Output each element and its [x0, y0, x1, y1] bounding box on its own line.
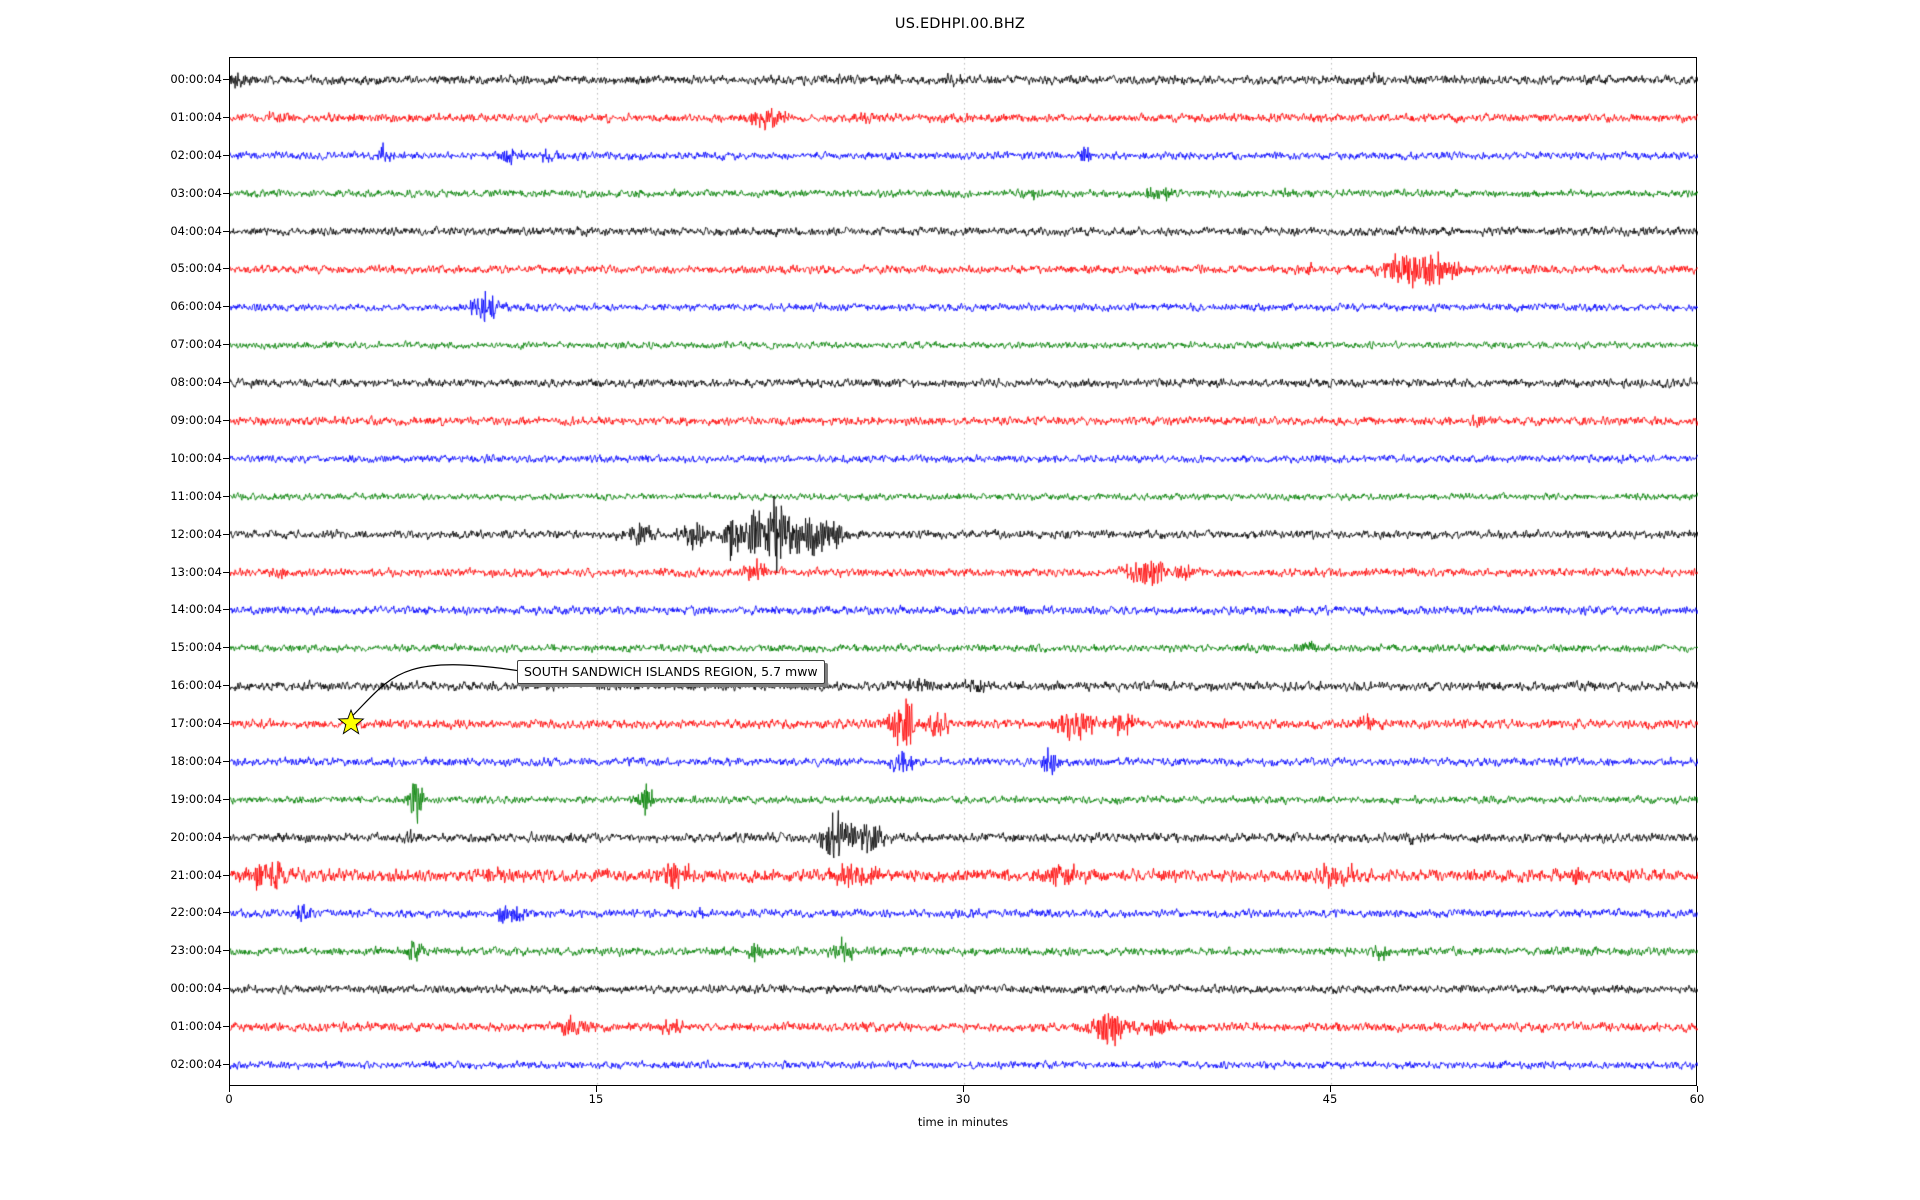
- y-tick-label: 00:00:04: [170, 72, 222, 86]
- y-tick-label: 06:00:04: [170, 299, 222, 314]
- y-tick-label: 22:00:04: [170, 905, 222, 920]
- x-tick-mark: [1330, 1086, 1331, 1092]
- y-tick-label: 19:00:04: [170, 791, 222, 806]
- y-tick-mark: [223, 306, 229, 308]
- y-tick-label: 09:00:04: [170, 412, 222, 427]
- x-tick-mark: [963, 1086, 964, 1092]
- y-tick-label: 14:00:04: [170, 602, 222, 617]
- y-tick-label: 05:00:04: [170, 261, 222, 276]
- y-tick-label: 23:00:04: [170, 943, 222, 958]
- y-tick-mark: [223, 723, 229, 725]
- x-tick-mark: [596, 1086, 597, 1092]
- y-tick-label: 21:00:04: [170, 867, 222, 882]
- y-tick-mark: [223, 912, 229, 914]
- y-tick-mark: [223, 874, 229, 876]
- annotation-label: SOUTH SANDWICH ISLANDS REGION, 5.7 mww: [517, 660, 825, 684]
- y-tick-mark: [223, 154, 229, 156]
- y-tick-label: 02:00:04: [170, 1057, 222, 1071]
- y-tick-mark: [223, 192, 229, 194]
- y-tick-mark: [223, 1026, 229, 1028]
- x-tick-label: 15: [588, 1092, 604, 1106]
- plot-axes: [229, 57, 1698, 1087]
- y-tick-mark: [223, 1064, 229, 1065]
- y-axis-tick-labels: 00:00:04 01:00:04 02:00:04 03:00:04 04:00:04…: [0, 0, 222, 1200]
- y-tick-mark: [223, 760, 229, 762]
- y-tick-mark: [223, 230, 229, 232]
- y-tick-mark: [223, 533, 229, 535]
- x-tick-label: 45: [1322, 1092, 1338, 1106]
- y-tick-mark: [223, 988, 229, 990]
- y-tick-label: 01:00:04: [170, 109, 222, 124]
- y-tick-label: 04:00:04: [170, 223, 222, 238]
- event-annotation[interactable]: SOUTH SANDWICH ISLANDS REGION, 5.7 mww: [517, 660, 828, 687]
- y-tick-label: 03:00:04: [170, 185, 222, 200]
- x-tick-label: 30: [955, 1092, 971, 1106]
- y-tick-mark: [223, 609, 229, 611]
- y-tick-mark: [223, 647, 229, 649]
- y-tick-label: 16:00:04: [170, 678, 222, 693]
- y-tick-label: 11:00:04: [170, 488, 222, 503]
- x-tick-mark: [1697, 1086, 1698, 1092]
- y-tick-label: 20:00:04: [170, 829, 222, 844]
- y-tick-label: 07:00:04: [170, 337, 222, 352]
- y-tick-mark: [223, 950, 229, 952]
- y-tick-mark: [223, 382, 229, 384]
- y-tick-label: 10:00:04: [170, 450, 222, 465]
- x-axis-title: time in minutes: [917, 1115, 1009, 1129]
- y-tick-label: 13:00:04: [170, 564, 222, 579]
- y-tick-mark: [223, 419, 229, 421]
- y-tick-label: 17:00:04: [170, 716, 222, 731]
- x-tick-mark: [229, 1086, 230, 1092]
- y-tick-label: 15:00:04: [170, 640, 222, 655]
- y-tick-label: 12:00:04: [170, 526, 222, 541]
- y-tick-mark: [223, 116, 229, 118]
- y-tick-mark: [223, 344, 229, 346]
- page-title: US.EDHPI.00.BHZ: [894, 16, 1026, 32]
- y-tick-label: 02:00:04: [170, 147, 222, 162]
- y-tick-label: 18:00:04: [170, 753, 222, 768]
- y-tick-mark: [223, 268, 229, 270]
- y-tick-label: 01:00:04: [170, 1019, 222, 1034]
- seismogram-traces: [230, 58, 1698, 1087]
- x-tick-label: 60: [1689, 1092, 1705, 1106]
- y-tick-mark: [223, 685, 229, 687]
- y-tick-mark: [223, 571, 229, 573]
- y-tick-mark: [223, 798, 229, 800]
- y-tick-mark: [223, 836, 229, 838]
- y-tick-mark: [223, 457, 229, 459]
- x-tick-label: 0: [225, 1092, 233, 1106]
- y-tick-mark: [223, 495, 229, 497]
- y-tick-label: 00:00:04: [170, 981, 222, 996]
- y-tick-mark: [223, 79, 229, 80]
- y-tick-label: 08:00:04: [170, 375, 222, 390]
